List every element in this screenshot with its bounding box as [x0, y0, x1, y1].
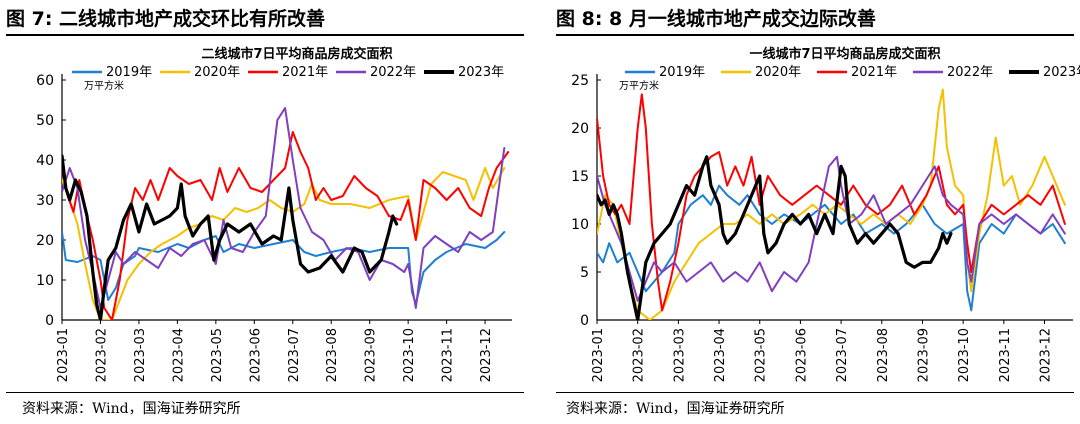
left-legend-label-3: 2022年 — [370, 65, 416, 80]
left-legend-label-4: 2023年 — [458, 65, 504, 80]
right-series-line-3 — [597, 155, 1066, 302]
left-unit-label: 万平方米 — [84, 79, 124, 92]
left-x-tick-label-6: 2023-07 — [287, 328, 302, 382]
right-x-tick-label-11: 2023-12 — [1039, 328, 1054, 382]
right-source-note: 资料来源：Wind，国海证券研究所 — [566, 401, 785, 417]
left-x-tick-label-7: 2023-08 — [325, 328, 340, 382]
left-legend-label-1: 2020年 — [194, 65, 240, 80]
left-x-tick-label-11: 2023-12 — [479, 328, 494, 382]
left-y-tick-label-0: 0 — [45, 313, 54, 329]
right-series-line-2 — [597, 93, 1066, 312]
right-x-tick-label-6: 2023-07 — [835, 328, 850, 382]
right-x-tick-label-4: 2023-05 — [754, 328, 769, 382]
right-y-tick-label-4: 20 — [571, 121, 589, 137]
left-series-line-1 — [62, 167, 506, 320]
right-y-tick-label-2: 10 — [571, 217, 589, 233]
left-legend-label-2: 2021年 — [282, 65, 328, 80]
left-y-tick-label-2: 20 — [36, 233, 54, 249]
right-series-line-1 — [597, 88, 1066, 320]
right-x-tick-label-1: 2023-02 — [632, 328, 647, 382]
right-legend-label-1: 2020年 — [755, 65, 801, 80]
left-series-line-0 — [62, 231, 506, 305]
left-x-tick-label-2: 2023-03 — [133, 328, 148, 382]
left-x-tick-label-10: 2023-11 — [441, 328, 456, 382]
left-series-line-2 — [62, 131, 510, 320]
left-x-tick-label-9: 2023-10 — [402, 328, 417, 382]
right-x-tick-label-9: 2023-10 — [957, 328, 972, 382]
left-y-tick-label-5: 50 — [36, 113, 54, 129]
right-figure-title: 图 8: 8 月一线城市地产成交边际改善 — [556, 8, 876, 30]
right-title-rule — [556, 34, 1074, 36]
left-source-note: 资料来源：Wind，国海证券研究所 — [22, 401, 241, 417]
right-series-line-4 — [597, 155, 953, 320]
left-x-tick-label-3: 2023-04 — [171, 328, 186, 382]
left-line-chart: 二线城市7日平均商品房成交面积 2019年 2020年 2021年 2022年 2023年… — [36, 46, 512, 382]
left-x-tick-label-5: 2023-06 — [248, 328, 263, 382]
right-legend-label-2: 2021年 — [851, 65, 897, 80]
right-x-tick-label-0: 2023-01 — [591, 328, 606, 382]
right-source-rule — [556, 392, 1074, 393]
right-unit-label: 万平方米 — [619, 79, 659, 92]
left-x-tick-label-0: 2023-01 — [56, 328, 71, 382]
right-legend-label-3: 2022年 — [947, 65, 993, 80]
left-x-tick-label-1: 2023-02 — [94, 328, 109, 382]
left-legend-label-0: 2019年 — [106, 65, 152, 80]
left-y-tick-label-4: 40 — [36, 153, 54, 169]
left-x-tick-label-8: 2023-09 — [364, 328, 379, 382]
right-y-tick-label-5: 25 — [571, 73, 589, 89]
right-x-tick-label-10: 2023-11 — [998, 328, 1013, 382]
right-y-tick-label-1: 5 — [580, 265, 589, 281]
left-title-rule — [6, 34, 524, 36]
right-line-chart: 一线城市7日平均商品房成交面积 2019年 2020年 2021年 2022年 2023年… — [571, 46, 1080, 382]
right-x-tick-label-3: 2023-04 — [713, 328, 728, 382]
right-chart-title: 一线城市7日平均商品房成交面积 — [749, 46, 940, 62]
left-y-tick-label-6: 60 — [36, 73, 54, 89]
right-legend-label-4: 2023年 — [1043, 65, 1080, 80]
left-series-line-4 — [62, 154, 399, 320]
right-x-tick-label-2: 2023-03 — [672, 328, 687, 382]
left-y-tick-label-1: 10 — [36, 273, 54, 289]
left-x-tick-label-4: 2023-05 — [210, 328, 225, 382]
left-series-line-3 — [62, 107, 506, 309]
right-y-tick-label-3: 15 — [571, 169, 589, 185]
left-figure-title: 图 7: 二线城市地产成交环比有所改善 — [6, 8, 326, 30]
right-x-tick-label-5: 2023-06 — [794, 328, 809, 382]
right-legend-label-0: 2019年 — [659, 65, 705, 80]
right-x-tick-label-8: 2023-09 — [916, 328, 931, 382]
left-chart-title: 二线城市7日平均商品房成交面积 — [201, 46, 392, 62]
right-y-tick-label-0: 0 — [580, 313, 589, 329]
left-y-tick-label-3: 30 — [36, 193, 54, 209]
right-x-tick-label-7: 2023-08 — [876, 328, 891, 382]
left-source-rule — [6, 392, 524, 393]
